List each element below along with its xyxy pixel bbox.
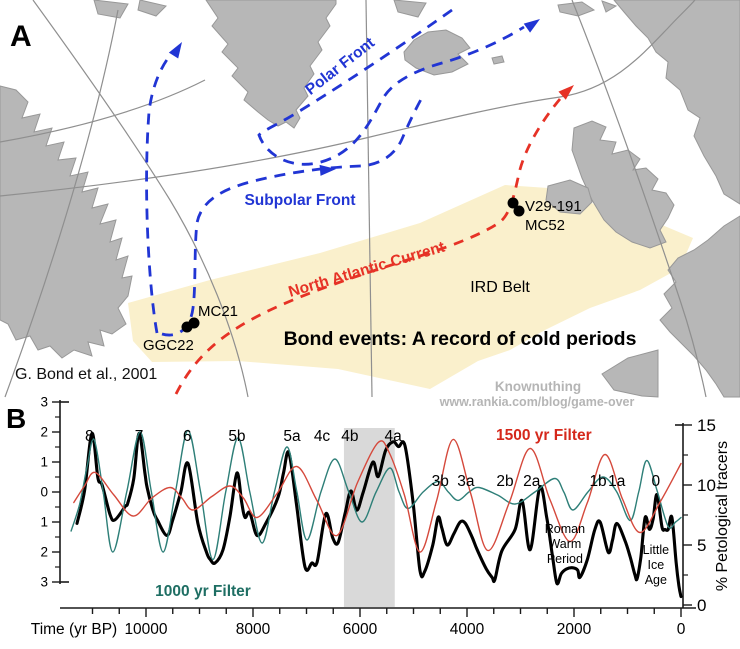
landmass-greenland: [205, 0, 337, 129]
core-site-dot-1: [513, 205, 525, 217]
landmass-svalbard-2: [601, 0, 618, 13]
series-line-1500-yr-filter: [73, 438, 682, 553]
shaded-band-rect: [343, 428, 395, 607]
bond-event-label-1b: 1b: [589, 473, 606, 490]
left-axis-tick-label: 1: [40, 455, 48, 470]
x-axis-tick-label: 0: [677, 621, 686, 638]
right-axis-tick-label: 10: [697, 476, 716, 495]
landmass-canada: [0, 85, 133, 359]
right-axis-tick-label: 0: [697, 596, 706, 615]
north-atlantic-current-line: [174, 91, 568, 395]
panel-b-label: B: [6, 403, 26, 434]
landmass-faroe: [491, 55, 505, 65]
right-axis-tick-label: 15: [697, 416, 716, 435]
annotation-0-line-0: Roman: [545, 522, 585, 536]
bond-event-label-0: 0: [652, 473, 661, 490]
x-axis-title: Time (yr BP): [31, 621, 117, 638]
chart-axes: [52, 400, 696, 617]
graticule-meridian-4: [571, 0, 707, 398]
map-core-sites: [181, 197, 525, 333]
site-label-mc21: MC21: [198, 303, 238, 320]
subpolar-gyre-west-line: [145, 47, 177, 334]
bond-event-label-1a: 1a: [608, 473, 626, 490]
map-ird-belt-region: [128, 185, 693, 389]
subpolar-front-label: Subpolar Front: [244, 192, 355, 209]
filter-series-label-0: 1000 yr Filter: [155, 583, 251, 600]
citation-label: G. Bond et al., 2001: [15, 366, 157, 383]
left-axis-tick-label: 1: [40, 515, 48, 530]
bond-event-label-6: 6: [183, 428, 192, 445]
core-site-dot-3: [188, 317, 200, 329]
bond-event-label-3a: 3a: [457, 473, 475, 490]
site-label-ggc22: GGC22: [143, 337, 194, 354]
map-graticule: [0, 0, 707, 398]
polar-front-line: [257, 8, 525, 166]
map-title: Bond events: A record of cold periods: [284, 328, 637, 350]
watermark-line1: Knownuthing: [495, 379, 581, 394]
left-axis-tick-label: 3: [40, 395, 48, 410]
panel-a-label: A: [10, 20, 32, 53]
x-axis-tick-label: 2000: [557, 621, 592, 638]
bond-event-label-4a: 4a: [385, 428, 403, 445]
graticule-meridian-3: [365, 0, 373, 398]
subpolar-gyre-arrow-icon: [168, 42, 182, 59]
x-axis-tick-label: 6000: [343, 621, 378, 638]
graticule-meridian-2: [4, 9, 119, 398]
graticule-meridian-1: [32, 0, 249, 398]
right-axis-title: % Petological tracers: [714, 441, 731, 591]
ird-belt-polygon: [128, 185, 693, 389]
core-site-dot-0: [507, 197, 519, 209]
left-axis-tick-label: 0: [40, 485, 48, 500]
right-axis-tick-label: 5: [697, 536, 706, 555]
graticule-parallel-2: [0, 0, 696, 197]
subpolar-front-line: [161, 93, 426, 337]
map-ocean-fronts: [145, 8, 574, 395]
landmass-europe: [659, 215, 740, 398]
bond-event-label-5b: 5b: [228, 428, 245, 445]
bond-event-label-4b: 4b: [341, 428, 358, 445]
map-landmasses: [0, 0, 740, 398]
annotation-1-line-1: Ice: [648, 558, 665, 572]
bond-event-label-4c: 4c: [314, 428, 331, 445]
landmass-iberia: [601, 349, 659, 398]
bond-event-label-2a: 2a: [523, 473, 541, 490]
bond-event-label-2b: 2b: [496, 473, 513, 490]
x-axis-tick-label: 10000: [124, 621, 167, 638]
annotation-1-line-2: Age: [645, 573, 667, 587]
landmass-ne-island: [393, 0, 427, 18]
landmass-iceland: [403, 29, 471, 76]
bond-event-label-8: 8: [85, 428, 94, 445]
north-atlantic-current-arrow-icon: [558, 85, 574, 100]
ird-belt-label: IRD Belt: [470, 279, 530, 296]
site-label-mc52: MC52: [525, 217, 565, 234]
series-line--petrological-tracers: [75, 431, 683, 599]
bond-event-label-5a: 5a: [283, 428, 301, 445]
site-label-v29-191: V29-191: [525, 198, 582, 215]
left-axis-tick-label: 2: [40, 545, 48, 560]
polar-front-arrow-icon: [523, 19, 540, 33]
x-axis-tick-label: 8000: [236, 621, 271, 638]
left-axis-tick-label: 3: [40, 575, 48, 590]
chart-shaded-band: [343, 428, 395, 607]
annotation-0-line-1: Warm: [548, 537, 581, 551]
subpolar-front-arrow-icon: [319, 164, 336, 176]
landmass-arctic-island-1: [93, 0, 129, 19]
graticule-parallel-1: [0, 79, 206, 143]
chart-series: [70, 429, 683, 599]
landmass-ireland: [545, 179, 593, 215]
x-axis-tick-label: 4000: [450, 621, 485, 638]
landmass-britain: [571, 120, 675, 249]
left-axis-tick-label: 2: [40, 425, 48, 440]
landmass-arctic-island-2: [137, 0, 167, 17]
filter-series-label-1: 1500 yr Filter: [496, 427, 592, 444]
watermark-line2: www.rankia.com/blog/game-over: [439, 395, 635, 409]
bond-event-label-7: 7: [135, 428, 144, 445]
annotation-0-line-2: Period: [547, 552, 583, 566]
annotation-1-line-0: Little: [643, 543, 669, 557]
bond-event-label-3b: 3b: [432, 473, 449, 490]
landmass-norway: [613, 0, 740, 205]
